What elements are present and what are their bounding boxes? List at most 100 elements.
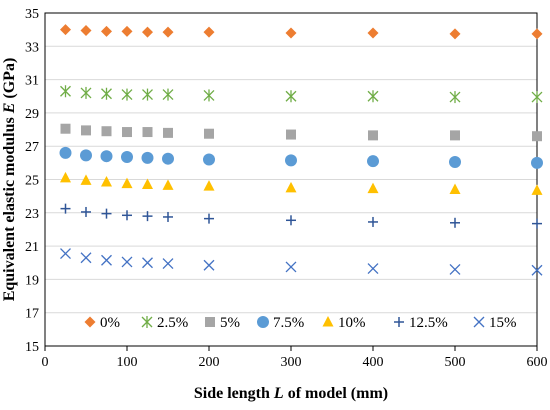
data-point [531,28,543,40]
data-point [142,127,153,138]
legend-marker [205,317,215,327]
data-point [122,210,132,221]
data-point [286,215,296,226]
data-point [532,218,542,229]
data-point [142,178,153,189]
data-point [81,206,91,217]
series-5 [60,203,542,229]
x-axis-title-prefix: Side length [194,385,274,402]
series-3 [59,146,543,169]
data-point [162,26,174,38]
data-point [285,27,297,39]
data-point [121,177,133,189]
data-point [450,217,460,228]
legend-label: 0% [100,315,120,331]
data-point [203,153,215,166]
data-point [449,28,461,40]
data-point [285,90,297,103]
data-point [449,156,461,169]
x-axis-title-variable: L [273,385,284,402]
data-point [162,179,174,190]
legend-item: 15% [473,315,517,331]
legend-marker [141,316,153,328]
y-tick-label: 15 [25,340,39,355]
y-axis-title-variable: E [1,103,18,115]
data-point [532,131,542,142]
x-tick-label: 400 [363,355,384,370]
data-point [60,24,71,36]
data-point [142,88,153,101]
data-point [142,26,153,38]
legend-item: 12.5% [394,315,448,331]
data-point [285,181,297,193]
y-tick-label: 27 [25,140,39,155]
y-axis-title-suffix: (GPa) [1,58,18,103]
data-point [367,155,379,168]
y-tick-label: 19 [25,273,39,288]
data-point [163,127,173,138]
data-point [80,252,92,264]
data-point [162,88,174,101]
data-point [142,211,153,222]
legend-marker [473,316,485,328]
data-point [203,259,215,271]
legend-label: 2.5% [157,315,188,331]
data-point [449,183,461,194]
series-6 [60,248,543,276]
legend-marker [257,316,269,328]
data-point [203,26,215,38]
y-axis-title-prefix: Equivalent elastic modulus [1,113,18,301]
data-point [163,211,173,222]
data-point [203,89,215,102]
x-tick-label: 0 [42,355,49,370]
data-point [286,129,296,140]
data-point [60,203,71,214]
data-point [531,184,543,195]
legend-item: 10% [322,315,366,331]
x-axis-ticks: 0 100 200 300 400 500 600 [42,346,548,370]
data-point [60,171,71,183]
data-point [141,151,154,164]
y-tick-label: 17 [25,307,39,322]
legend-label: 7.5% [273,315,304,331]
series-0 [60,24,543,40]
legend-item: 0% [84,315,120,331]
y-axis-title: Equivalent elastic modulus E (GPa) [1,58,18,302]
y-tick-label: 33 [25,40,39,55]
x-tick-label: 300 [281,355,302,370]
data-point [285,154,297,167]
data-point [100,150,113,163]
data-point [368,130,378,141]
data-point [142,257,153,269]
legend-item: 7.5% [257,315,304,331]
grid [45,45,537,314]
data-point [122,127,132,138]
legend-label: 10% [338,315,366,331]
data-point [59,146,72,159]
data-point [101,208,112,219]
data-point [101,254,112,266]
data-point [121,25,133,37]
data-point [367,90,379,103]
data-point [60,85,71,98]
y-tick-label: 21 [25,240,39,255]
x-axis-title: Side length L of model (mm) [194,385,388,402]
y-tick-label: 35 [25,7,39,22]
data-point [121,151,133,164]
data-point [531,156,543,169]
data-point [368,216,378,227]
data-point [81,125,91,136]
x-tick-label: 200 [199,355,220,370]
legend: 0% 2.5% 5% 7.5% 10% 12.5% 15% [84,315,517,331]
data-point [367,27,379,39]
data-point [204,128,214,139]
legend-label: 12.5% [409,315,448,331]
y-tick-label: 25 [25,174,39,189]
data-point [449,263,461,275]
data-point [367,263,379,275]
data-point [531,91,543,104]
x-tick-label: 500 [445,355,466,370]
data-point [162,258,174,270]
data-point [285,261,297,273]
x-axis-title-suffix: of model (mm) [284,385,388,402]
